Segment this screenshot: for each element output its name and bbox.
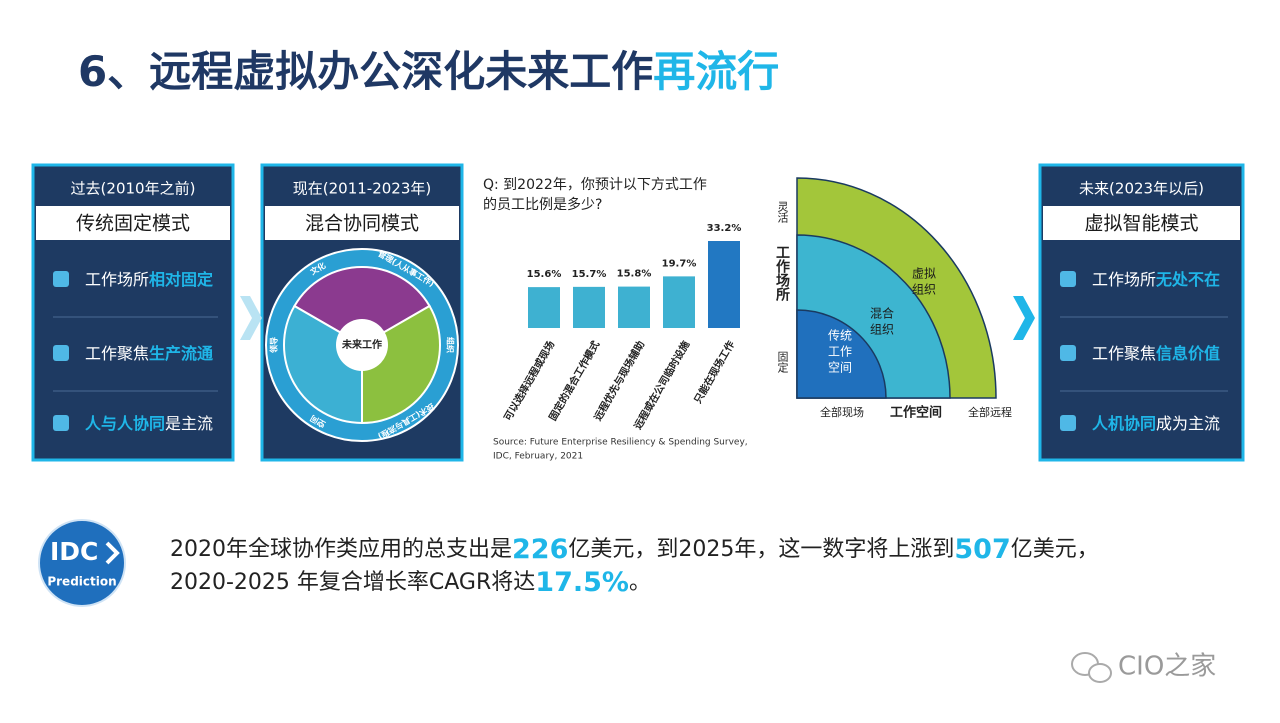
text-run: 2020年全球协作类应用的总支出是 [170, 537, 512, 562]
value-label: 15.6% [527, 269, 562, 280]
ring-label: 工作 [828, 345, 852, 359]
chart-title: 的员工比例是多少? [483, 196, 602, 213]
text-run: 是主流 [165, 414, 213, 433]
title-main: 6、远程虚拟办公深化未来工作 [78, 47, 653, 96]
panel-item: 人与人协同是主流 [85, 414, 213, 433]
value-label: 19.7% [662, 258, 697, 269]
text-run: 成为主流 [1156, 414, 1220, 433]
model-strip [36, 206, 230, 240]
x-right-label: 全部远程 [968, 405, 1012, 419]
bar [573, 286, 605, 328]
ring-label: 组织 [870, 323, 894, 337]
panel-model: 混合协同模式 [305, 213, 419, 235]
chart-source: Source: Future Enterprise Resiliency & S… [493, 438, 748, 448]
item-icon [1060, 271, 1076, 287]
panel-period: 现在(2011-2023年) [293, 180, 431, 198]
category-label: 可以选择远程或现场 [501, 339, 557, 423]
text-run: 亿美元， [1011, 537, 1099, 562]
category-label: 固定的混合工作模式 [546, 339, 602, 423]
item-icon [53, 271, 69, 287]
y-bottom-label: 固定 [776, 351, 789, 374]
idc-logo [38, 519, 126, 607]
x-axis-label: 工作空间 [890, 405, 942, 421]
highlight-text: 生产流通 [149, 344, 213, 363]
ring-label: 领导 [269, 337, 279, 353]
ring-label: 虚拟 [912, 267, 936, 281]
ring-label: 空间 [828, 361, 852, 375]
y-axis-label: 工作场所 [774, 245, 790, 302]
bar [618, 286, 650, 328]
chart-source: IDC, February, 2021 [493, 452, 583, 462]
diagram-center: 未来工作 [341, 338, 382, 351]
ring-label: 传统 [828, 328, 852, 343]
item-icon [1060, 415, 1076, 431]
text-run: 工作聚焦 [85, 344, 149, 363]
ring-label: 混合 [870, 306, 894, 321]
panel-period: 过去(2010年之前) [71, 180, 196, 198]
y-top-label: 灵活 [776, 201, 789, 224]
statement-line: 2020-2025 年复合增长率CAGR将达17.5%。 [170, 567, 651, 598]
wechat-icon [1088, 663, 1112, 683]
highlight-text: 507 [954, 534, 1010, 565]
highlight-text: 相对固定 [149, 270, 213, 289]
category-label: 远程优先与现场辅助 [591, 339, 647, 423]
swirl-segment [293, 266, 431, 347]
item-icon [53, 345, 69, 361]
highlight-text: 226 [512, 534, 568, 565]
panel-model: 虚拟智能模式 [1084, 213, 1198, 235]
category-label: 只能在现场工作 [691, 339, 737, 406]
panel-model: 传统固定模式 [76, 213, 190, 235]
text-run: 工作聚焦 [1092, 344, 1156, 363]
slide-title: 6、远程虚拟办公深化未来工作再流行 [78, 47, 779, 96]
value-label: 15.8% [617, 269, 652, 280]
text-run: 。 [629, 570, 651, 595]
panel-item: 工作聚焦信息价值 [1092, 344, 1220, 363]
center-circle [336, 319, 388, 371]
item-icon [1060, 345, 1076, 361]
highlight-text: 人与人协同 [85, 414, 165, 433]
model-strip [1043, 206, 1240, 240]
panel-item: 工作场所相对固定 [85, 270, 213, 289]
text-run: 2020-2025 年复合增长率CAGR将达 [170, 570, 535, 595]
x-left-label: 全部现场 [820, 405, 864, 419]
highlight-text: 无处不在 [1155, 270, 1220, 289]
ring-label: 组织 [912, 283, 936, 297]
bar [528, 287, 560, 328]
panel-period: 未来(2023年以后) [1079, 180, 1204, 198]
arrow [1013, 296, 1035, 340]
idc-sub: Prediction [47, 575, 116, 589]
bar [663, 276, 695, 328]
highlight-text: 17.5% [535, 567, 629, 598]
highlight-text: 人机协同 [1092, 414, 1156, 433]
value-label: 33.2% [707, 223, 742, 234]
idc-brand: IDC [50, 537, 98, 566]
model-strip [265, 206, 459, 240]
panel-item: 工作聚焦生产流通 [85, 344, 213, 363]
bar [708, 241, 740, 328]
panel-item: 工作场所无处不在 [1092, 270, 1220, 289]
arrow [240, 296, 262, 340]
value-label: 15.7% [572, 269, 607, 280]
watermark: CIO之家 [1118, 652, 1216, 682]
text-run: 亿美元，到2025年，这一数字将上涨到 [568, 537, 954, 562]
text-run: 工作场所 [85, 270, 149, 289]
highlight-text: 信息价值 [1156, 344, 1220, 363]
ring-label: 组织 [446, 337, 456, 353]
panel-item: 人机协同成为主流 [1092, 414, 1220, 433]
chart-title: Q: 到2022年，你预计以下方式工作 [483, 177, 707, 193]
item-icon [53, 415, 69, 431]
ring-area [796, 309, 887, 399]
statement-line: 2020年全球协作类应用的总支出是226亿美元，到2025年，这一数字将上涨到5… [170, 534, 1099, 565]
title-highlight: 再流行 [653, 47, 779, 96]
idc-chevron [105, 541, 120, 565]
text-run: 工作场所 [1092, 270, 1156, 289]
